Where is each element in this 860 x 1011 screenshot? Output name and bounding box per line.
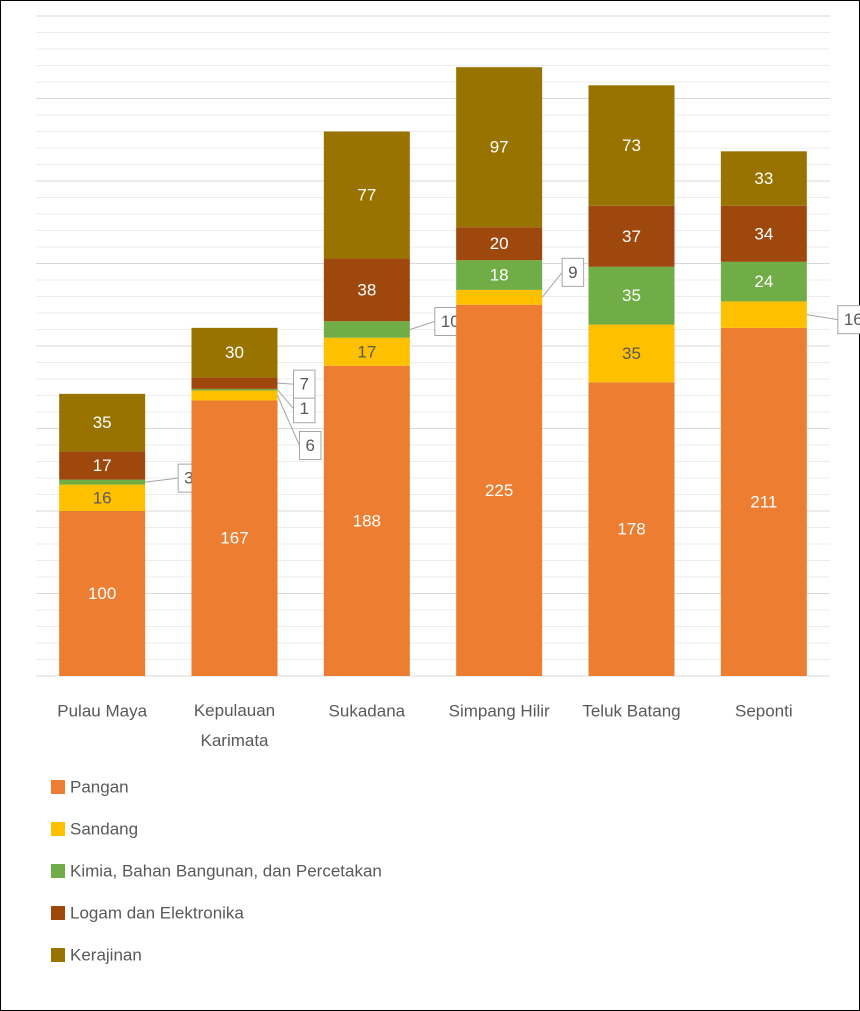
data-label: 37 bbox=[622, 227, 641, 246]
bar-segment bbox=[323, 258, 410, 322]
bar-segment bbox=[59, 393, 146, 452]
data-label: 24 bbox=[754, 272, 773, 291]
bar-segment bbox=[191, 327, 278, 378]
data-label: 97 bbox=[490, 138, 509, 157]
bar-segment bbox=[456, 67, 543, 228]
leader-line bbox=[277, 389, 294, 410]
data-label: 35 bbox=[93, 413, 112, 432]
leader-line bbox=[145, 477, 179, 483]
bar-segment bbox=[456, 227, 543, 261]
bar-segment bbox=[588, 205, 675, 267]
x-tick-label: Pulau Maya bbox=[57, 701, 147, 720]
data-label: 188 bbox=[353, 511, 381, 530]
data-label: 77 bbox=[357, 186, 376, 205]
data-label: 1 bbox=[300, 399, 309, 418]
data-label: 3 bbox=[184, 469, 193, 488]
bar-segment bbox=[323, 131, 410, 259]
bar-segment bbox=[588, 85, 675, 206]
bar-segment bbox=[456, 289, 543, 305]
data-label: 73 bbox=[622, 136, 641, 155]
data-label: 33 bbox=[754, 169, 773, 188]
data-label: 6 bbox=[306, 436, 315, 455]
bar-segment bbox=[588, 266, 675, 325]
x-tick-label: Seponti bbox=[735, 701, 793, 720]
bar-segment bbox=[720, 205, 807, 262]
legend-label: Kimia, Bahan Bangunan, dan Percetakan bbox=[70, 861, 382, 880]
legend-label: Pangan bbox=[70, 777, 129, 796]
data-label: 225 bbox=[485, 481, 513, 500]
bar-segment bbox=[720, 151, 807, 206]
data-label: 38 bbox=[357, 280, 376, 299]
data-label: 16 bbox=[93, 488, 112, 507]
data-label: 35 bbox=[622, 286, 641, 305]
data-label: 16 bbox=[844, 310, 860, 329]
legend-swatch bbox=[51, 948, 65, 962]
bar-segment bbox=[720, 301, 807, 328]
bar-segment bbox=[59, 479, 146, 485]
data-label: 100 bbox=[88, 584, 116, 603]
bar-segment bbox=[323, 337, 410, 366]
bar-segment bbox=[588, 382, 675, 676]
bar-segment bbox=[323, 321, 410, 338]
legend-swatch bbox=[51, 864, 65, 878]
bar-segment bbox=[59, 451, 146, 480]
bar-segment bbox=[191, 388, 278, 391]
data-label: 20 bbox=[490, 234, 509, 253]
data-label: 178 bbox=[617, 520, 645, 539]
bar-segment bbox=[323, 365, 410, 676]
bar-segment bbox=[588, 324, 675, 383]
legend-swatch bbox=[51, 822, 65, 836]
bar-segment bbox=[720, 261, 807, 302]
data-label: 9 bbox=[568, 263, 577, 282]
data-label: 10 bbox=[441, 312, 460, 331]
legend-swatch bbox=[51, 780, 65, 794]
legend-label: Logam dan Elektronika bbox=[70, 903, 244, 922]
bar-segment bbox=[191, 377, 278, 389]
data-label: 34 bbox=[754, 224, 773, 243]
leader-line bbox=[277, 382, 294, 385]
data-label: 30 bbox=[225, 343, 244, 362]
x-tick-label: Simpang Hilir bbox=[449, 701, 550, 720]
x-tick-label: Sukadana bbox=[329, 701, 406, 720]
data-label: 211 bbox=[750, 492, 777, 511]
bar-segment bbox=[456, 304, 543, 676]
legend-swatch bbox=[51, 906, 65, 920]
legend-label: Sandang bbox=[70, 819, 138, 838]
bar-segment bbox=[456, 260, 543, 290]
data-label: 17 bbox=[93, 456, 112, 475]
leader-line bbox=[541, 272, 563, 298]
data-label: 167 bbox=[220, 529, 248, 548]
leader-line bbox=[277, 395, 300, 446]
bar-segment bbox=[720, 327, 807, 676]
legend-label: Kerajinan bbox=[70, 945, 142, 964]
data-label: 7 bbox=[300, 375, 309, 394]
bar-segment bbox=[191, 390, 278, 401]
leader-line bbox=[806, 314, 838, 321]
bar-segment bbox=[59, 511, 146, 676]
data-label: 35 bbox=[622, 344, 641, 363]
x-tick-label: Teluk Batang bbox=[582, 701, 680, 720]
data-label: 17 bbox=[357, 342, 376, 361]
bar-segment bbox=[59, 484, 146, 511]
bar-segment bbox=[191, 400, 278, 676]
leader-line bbox=[409, 321, 435, 330]
data-label: 18 bbox=[490, 266, 509, 285]
x-tick-label: Kepulauan Karimata bbox=[194, 701, 275, 750]
